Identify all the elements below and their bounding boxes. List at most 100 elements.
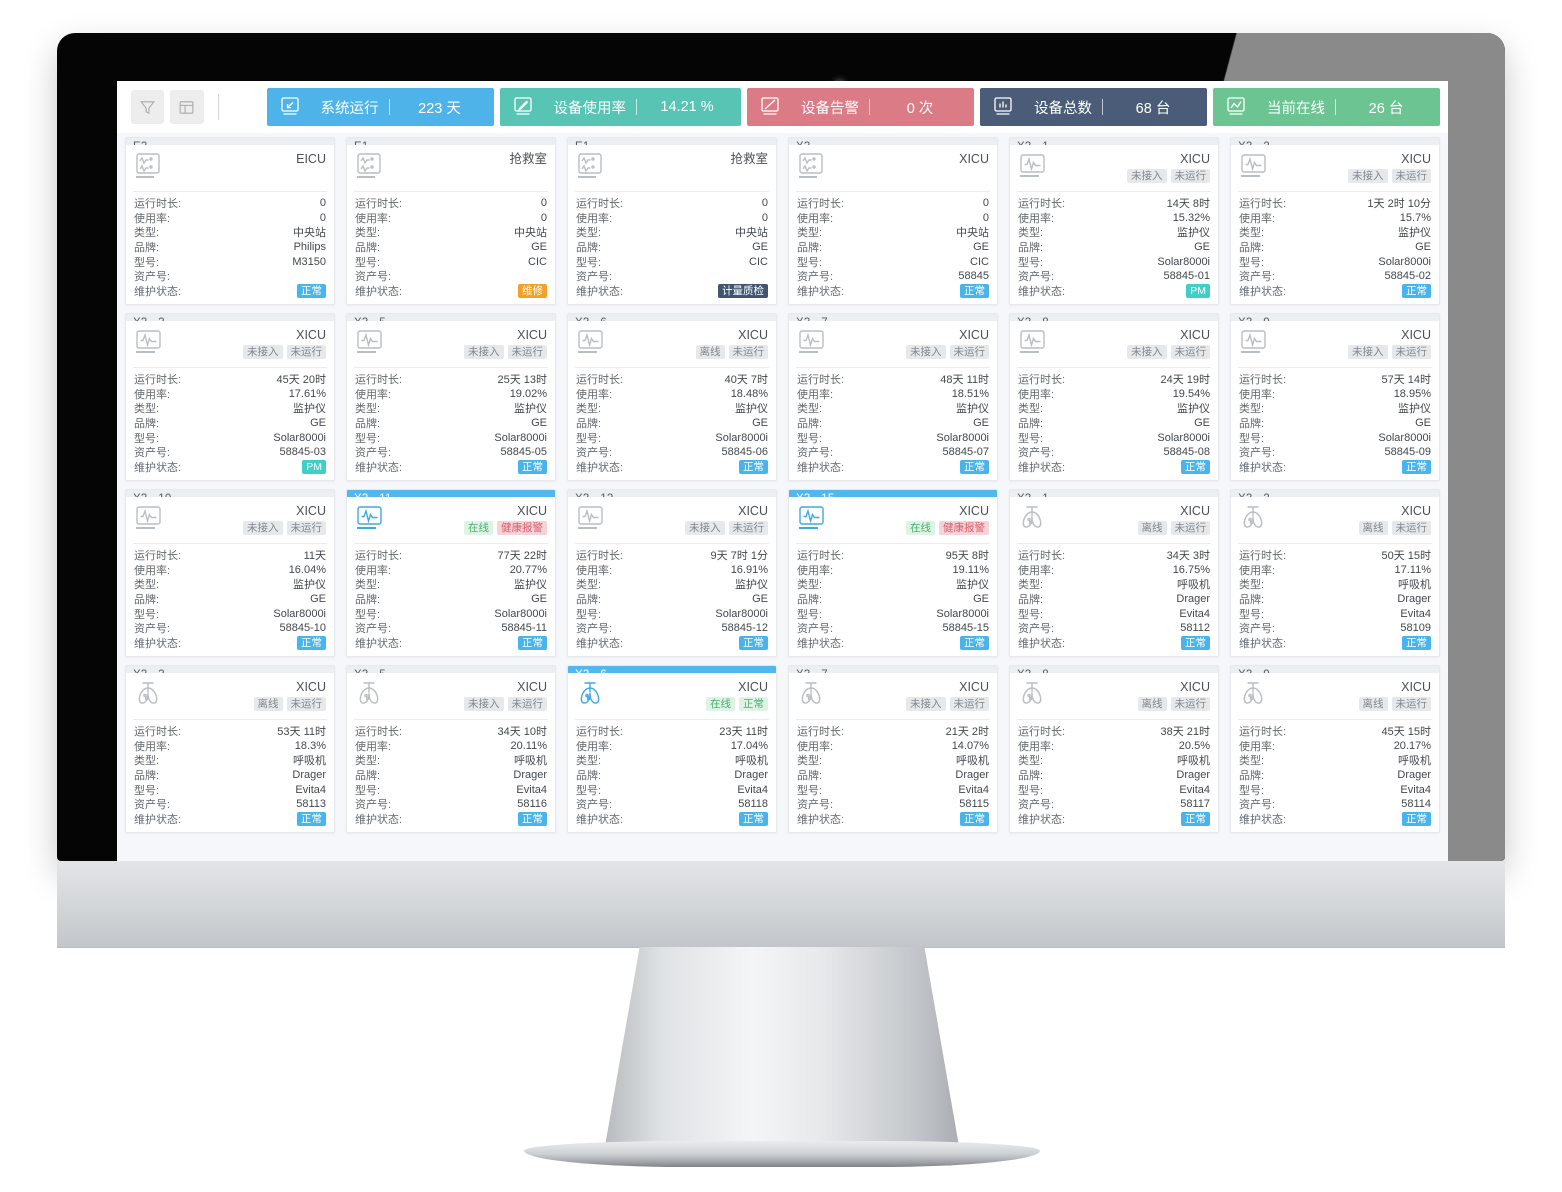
detail-row: 运行时长: 45天 15时: [1239, 724, 1431, 739]
detail-value: Evita4: [295, 783, 326, 796]
monitor-stand-neck: [604, 947, 960, 1152]
detail-row: 品牌: GE: [134, 416, 326, 431]
device-card[interactable]: X3 - 5XICU未接入未运行运行时长:34天 10时使用率:20.11%类型…: [346, 665, 556, 833]
detail-row: 品牌: Drager: [797, 768, 989, 783]
device-detail-list: 运行时长: 45天 20时 使用率: 17.61% 类型: 监护仪 品牌: GE 型号: Sola…: [126, 367, 334, 480]
detail-label: 维护状态:: [355, 285, 403, 298]
detail-row: 运行时长: 38天 21时: [1018, 724, 1210, 739]
detail-row: 型号: Solar8000i: [1018, 254, 1210, 269]
layout-button[interactable]: [170, 90, 204, 124]
device-type-icon: [576, 152, 608, 182]
detail-label: 型号:: [1018, 784, 1044, 797]
kpi-total-devices[interactable]: 设备总数 68 台: [980, 88, 1208, 126]
detail-row: 类型: 监护仪: [576, 401, 768, 416]
device-detail-list: 运行时长: 0 使用率: 0 类型: 中央站 品牌: GE 型号: CIC 资产号: 维护状态: 维修: [347, 191, 555, 304]
detail-row: 使用率: 17.04%: [576, 738, 768, 753]
device-status-area: XICU 未接入 未运行: [1348, 328, 1431, 359]
monitor-icon: [1020, 329, 1045, 353]
status-tag: 未接入: [1348, 168, 1388, 183]
device-card[interactable]: X3 - 5XICU未接入未运行运行时长:25天 13时使用率:19.02%类型…: [346, 313, 556, 481]
device-card[interactable]: X3 - 2XICU离线未运行运行时长:50天 15时使用率:17.11%类型:…: [1230, 489, 1440, 657]
monitor-icon: [578, 505, 603, 529]
kpi-value: 0 次: [906, 100, 934, 117]
filter-button[interactable]: [131, 90, 165, 124]
device-card-header: XICU 未接入 未运行: [789, 321, 997, 367]
device-type-icon: [355, 504, 387, 534]
device-card[interactable]: X3 - 2XICU未接入未运行运行时长:1天 2时 10分使用率:15.7%类…: [1230, 137, 1440, 305]
maintenance-badge: 正常: [739, 459, 768, 474]
device-status-area: XICU: [959, 152, 989, 166]
detail-label: 型号:: [576, 784, 602, 797]
device-card[interactable]: X3 - 8XICU未接入未运行运行时长:24天 19时使用率:19.54%类型…: [1009, 313, 1219, 481]
detail-row: 资产号: 58845-12: [576, 621, 768, 636]
detail-row: 品牌: GE: [576, 240, 768, 255]
detail-row: 使用率: 15.32%: [1018, 210, 1210, 225]
kpi-currently-online[interactable]: 当前在线 26 台: [1213, 88, 1441, 126]
detail-value: 20.77%: [509, 563, 547, 576]
detail-label: 运行时长:: [355, 550, 403, 563]
ventilator-icon: [801, 681, 821, 704]
detail-row: 品牌: Drager: [1239, 592, 1431, 607]
detail-value: GE: [973, 240, 989, 253]
detail-label: 型号:: [576, 608, 602, 621]
device-type-icon: [576, 328, 608, 358]
detail-value: Drager: [513, 768, 547, 781]
detail-label: 维护状态:: [355, 637, 403, 650]
detail-row: 维护状态: 正常: [1018, 811, 1210, 826]
detail-label: 品牌:: [576, 417, 602, 430]
detail-value: 监护仪: [1398, 227, 1431, 240]
device-card[interactable]: X3 - 6XICU在线正常运行时长:23天 11时使用率:17.04%类型:呼…: [567, 665, 777, 833]
status-tag-row: 离线 未运行: [1137, 520, 1210, 535]
detail-label: 维护状态:: [1018, 637, 1066, 650]
device-card[interactable]: X3 - 7XICU未接入未运行运行时长:21天 2时使用率:14.07%类型:…: [788, 665, 998, 833]
detail-row: 品牌: Drager: [134, 768, 326, 783]
detail-label: 品牌:: [797, 593, 823, 606]
detail-label: 型号:: [797, 784, 823, 797]
detail-label: 型号:: [1239, 256, 1265, 269]
detail-label: 品牌:: [1239, 593, 1265, 606]
device-card[interactable]: X3 - 3XICU未接入未运行运行时长:45天 20时使用率:17.61%类型…: [125, 313, 335, 481]
detail-row: 资产号: 58845: [797, 269, 989, 284]
device-card[interactable]: X3 - 9XICU未接入未运行运行时长:57天 14时使用率:18.95%类型…: [1230, 313, 1440, 481]
detail-label: 维护状态:: [134, 461, 182, 474]
kpi-device-alarm[interactable]: 设备告警 0 次: [747, 88, 975, 126]
ventilator-icon: [138, 681, 158, 704]
detail-label: 运行时长:: [1239, 550, 1287, 563]
screen-wave-icon: [1221, 92, 1251, 122]
device-card[interactable]: X3 - 15XICU在线健康报警运行时长:95天 8时使用率:19.11%类型…: [788, 489, 998, 657]
device-type-icon: [576, 504, 608, 534]
detail-row: 类型: 监护仪: [355, 577, 547, 592]
monitor-icon: [799, 505, 824, 529]
detail-label: 维护状态:: [1239, 461, 1287, 474]
detail-row: 资产号: 58845-05: [355, 445, 547, 460]
department-label: XICU: [1180, 503, 1210, 518]
detail-label: 型号:: [134, 784, 160, 797]
detail-row: 型号: CIC: [576, 254, 768, 269]
device-card[interactable]: X3 - 7XICU未接入未运行运行时长:48天 11时使用率:18.51%类型…: [788, 313, 998, 481]
detail-value: 呼吸机: [735, 755, 768, 768]
status-tag-row: 在线 健康报警: [464, 520, 547, 535]
device-card[interactable]: X3 - 1XICU未接入未运行运行时长:14天 8时使用率:15.32%类型:…: [1009, 137, 1219, 305]
status-tag: 未运行: [728, 520, 768, 535]
device-card[interactable]: X3 - 9XICU离线未运行运行时长:45天 15时使用率:20.17%类型:…: [1230, 665, 1440, 833]
detail-label: 运行时长:: [134, 550, 182, 563]
detail-row: 使用率: 17.61%: [134, 386, 326, 401]
detail-value: GE: [310, 592, 326, 605]
ventilator-icon: [1022, 681, 1042, 704]
detail-row: 型号: Evita4: [1018, 606, 1210, 621]
kpi-device-usage-rate[interactable]: 设备使用率 14.21 %: [499, 88, 742, 126]
kpi-system-uptime[interactable]: 系统运行 223 天: [266, 88, 494, 126]
device-card[interactable]: X3 - 11XICU在线健康报警运行时长:77天 22时使用率:20.77%类…: [346, 489, 556, 657]
detail-row: 类型: 呼吸机: [797, 753, 989, 768]
